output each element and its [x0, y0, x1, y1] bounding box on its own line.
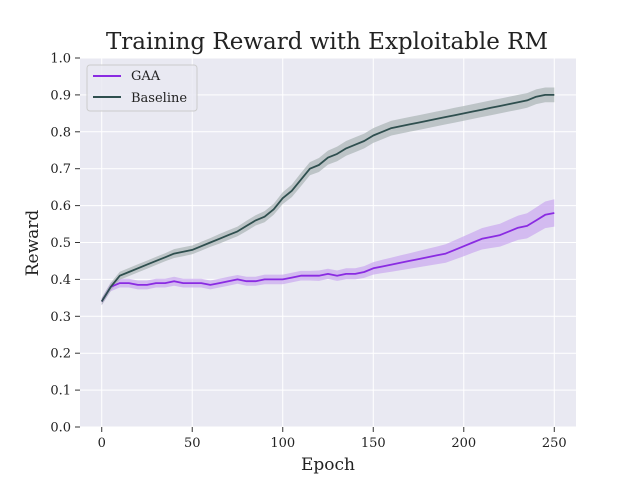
chart-title: Training Reward with Exploitable RM: [106, 29, 548, 55]
y-tick-label: 0.1: [50, 384, 71, 399]
y-tick-label: 0.5: [50, 236, 71, 251]
x-tick-label: 50: [184, 436, 201, 451]
legend-label-baseline: Baseline: [131, 91, 187, 106]
y-tick-label: 0.3: [50, 310, 71, 325]
x-tick-label: 150: [361, 436, 386, 451]
series-lines: [100, 94, 555, 302]
band-gaa: [101, 199, 555, 306]
line-gaa: [100, 212, 555, 302]
y-tick-label: 0.9: [50, 88, 71, 103]
band-baseline: [101, 87, 555, 306]
confidence-bands: [101, 87, 555, 306]
x-tick-label: 250: [542, 436, 567, 451]
y-tick-label: 0.0: [50, 421, 71, 436]
x-tick-label: 100: [270, 436, 295, 451]
x-axis-label: Epoch: [301, 455, 355, 475]
y-tick-label: 0.6: [50, 199, 71, 214]
x-tick-label: 200: [451, 436, 476, 451]
legend: GAA Baseline: [86, 64, 198, 112]
x-axis-ticks: 0 50 100 150 200 250: [98, 427, 567, 451]
y-tick-label: 0.7: [50, 162, 71, 177]
line-baseline: [100, 94, 555, 302]
y-tick-label: 0.4: [50, 273, 71, 288]
y-tick-label: 0.8: [50, 125, 71, 140]
y-tick-label: 1.0: [50, 52, 71, 67]
x-tick-label: 0: [98, 436, 106, 451]
y-tick-label: 0.2: [50, 347, 71, 362]
legend-label-gaa: GAA: [131, 69, 161, 84]
y-axis-label: Reward: [23, 210, 43, 277]
y-axis-ticks: 0.0 0.1 0.2 0.3 0.4 0.5 0.6 0.7 0.8 0.9 1.0: [50, 52, 80, 436]
